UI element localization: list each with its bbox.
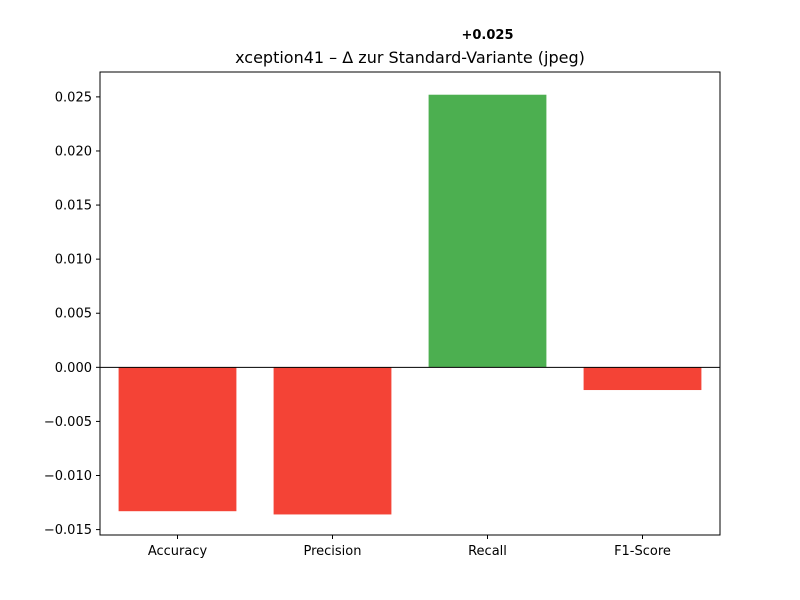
bar-f1-score	[583, 367, 702, 391]
y-tick-label: 0.000	[55, 361, 92, 376]
chart-title: xception41 – Δ zur Standard-Variante (jp…	[235, 48, 585, 67]
bar-precision	[273, 367, 392, 515]
x-tick-label: Precision	[303, 544, 361, 559]
y-tick-label: 0.005	[55, 307, 92, 322]
y-tick-label: −0.005	[44, 415, 92, 430]
x-tick-label: Accuracy	[148, 544, 208, 559]
y-tick-label: −0.010	[44, 469, 92, 484]
bar-accuracy	[118, 367, 237, 512]
x-axis: Accuracy Precision Recall F1-Score	[148, 535, 671, 559]
bar-value-label: +0.025	[461, 28, 513, 43]
y-tick-label: 0.020	[55, 144, 92, 159]
annotations: +0.025	[461, 28, 513, 43]
y-tick-label: 0.015	[55, 199, 92, 214]
y-tick-label: 0.010	[55, 253, 92, 268]
bars-group	[118, 94, 702, 515]
x-tick-label: Recall	[468, 544, 507, 559]
x-tick-label: F1-Score	[614, 544, 671, 559]
plot-frame	[99, 71, 721, 536]
y-tick-label: −0.015	[44, 523, 92, 538]
bar-recall	[428, 94, 547, 368]
y-axis: −0.015 −0.010 −0.005 0.000 0.005 0.010 0.015 0.…	[44, 90, 100, 538]
y-tick-label: 0.025	[55, 90, 92, 105]
